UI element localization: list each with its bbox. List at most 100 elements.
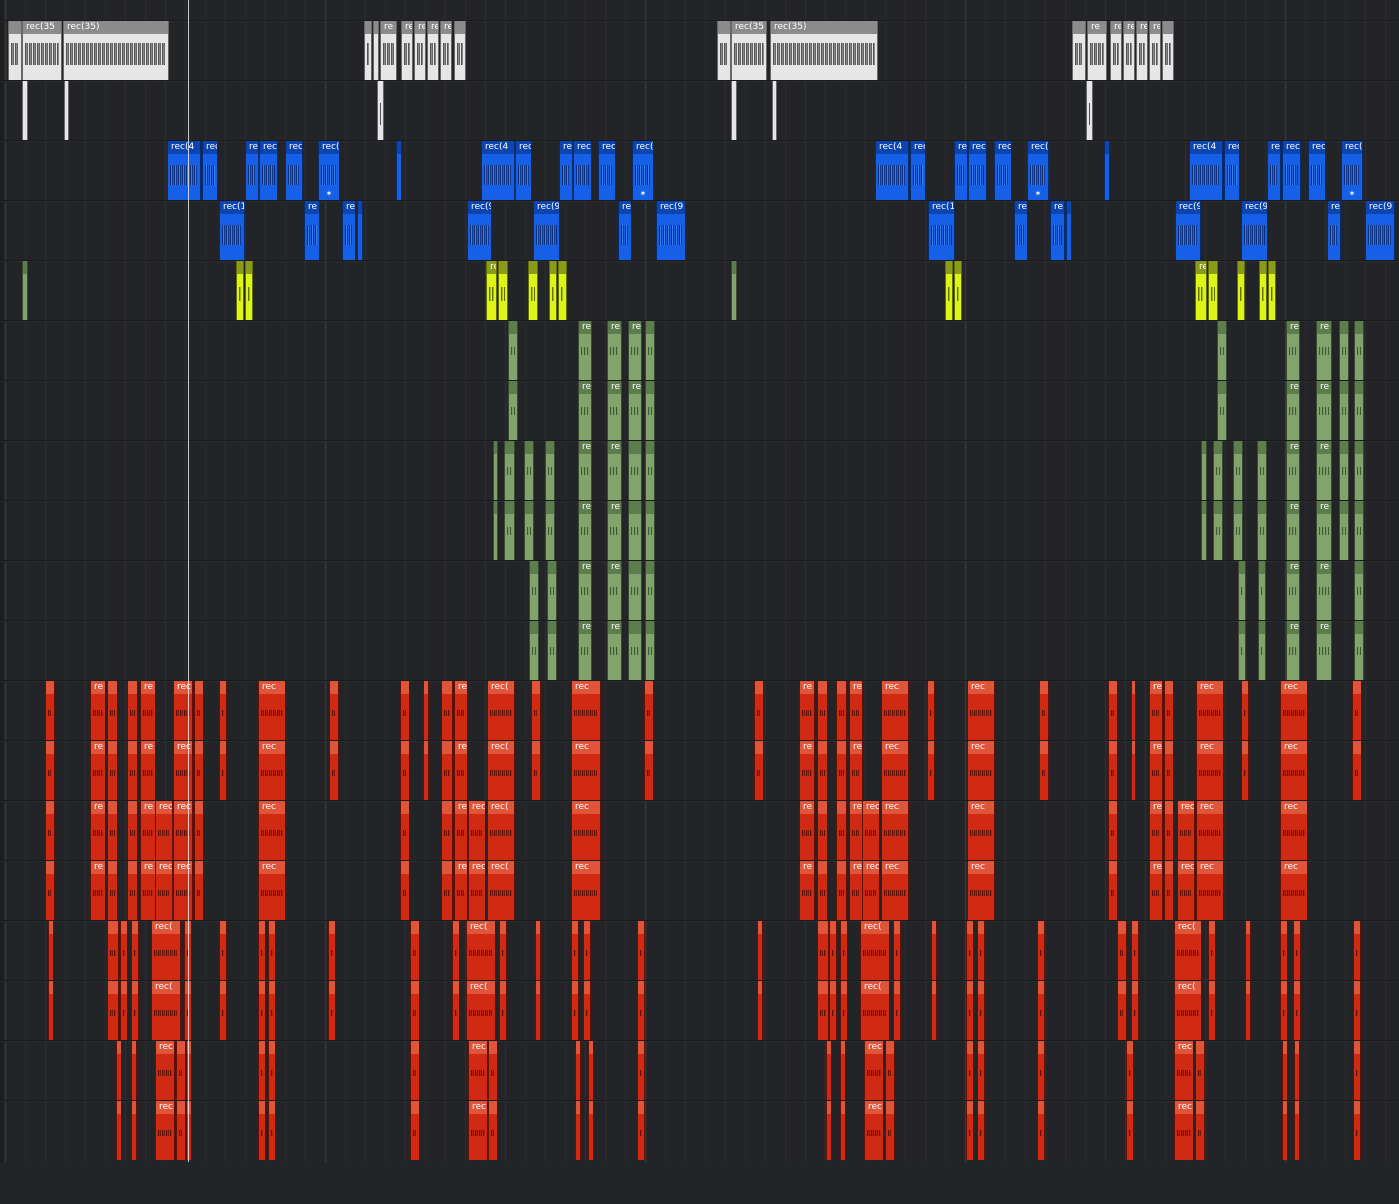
clip-header[interactable]: rec( <box>467 981 495 994</box>
clip-header[interactable] <box>645 681 653 694</box>
clip-header[interactable] <box>9 21 21 34</box>
blue-audio-clip[interactable]: re <box>245 141 259 200</box>
clip-header[interactable]: rec <box>203 141 217 154</box>
red-audio-clip[interactable] <box>1164 861 1174 920</box>
clip-header[interactable] <box>401 681 409 694</box>
red-audio-clip[interactable] <box>836 861 847 920</box>
clip-header[interactable] <box>894 921 900 934</box>
green-audio-clip[interactable]: re <box>578 501 592 560</box>
clip-header[interactable] <box>1038 1041 1044 1054</box>
red-audio-clip[interactable]: rec <box>468 1041 488 1100</box>
red-audio-clip[interactable] <box>1353 921 1361 980</box>
clip-header[interactable]: rec <box>969 141 986 154</box>
green-audio-clip[interactable] <box>628 621 642 680</box>
white-audio-clip[interactable] <box>1072 21 1086 80</box>
green-audio-clip[interactable] <box>493 441 498 500</box>
clip-header[interactable] <box>500 921 506 934</box>
yellow-audio-clip[interactable] <box>945 261 953 320</box>
clip-header[interactable] <box>505 441 514 454</box>
clip-header[interactable]: re <box>800 801 814 814</box>
clip-header[interactable] <box>1038 981 1044 994</box>
clip-header[interactable] <box>1242 741 1248 754</box>
clip-header[interactable] <box>536 921 540 934</box>
red-audio-clip[interactable] <box>268 1041 276 1100</box>
white-audio-clip[interactable] <box>64 81 69 140</box>
clip-header[interactable] <box>489 1041 497 1054</box>
clip-header[interactable] <box>638 981 644 994</box>
green-audio-clip[interactable]: re <box>1286 621 1300 680</box>
clip-header[interactable] <box>1239 561 1245 574</box>
clip-header[interactable] <box>195 681 203 694</box>
green-audio-clip[interactable] <box>545 501 555 560</box>
clip-header[interactable] <box>1132 741 1135 754</box>
clip-header[interactable] <box>830 921 836 934</box>
red-audio-clip[interactable] <box>927 741 935 800</box>
red-audio-clip[interactable]: rec <box>881 861 909 920</box>
clip-header[interactable] <box>559 261 566 274</box>
clip-header[interactable] <box>509 381 517 394</box>
clip-header[interactable]: re <box>1088 21 1106 34</box>
green-audio-clip[interactable] <box>504 441 515 500</box>
clip-header[interactable]: rec <box>1178 801 1194 814</box>
clip-header[interactable] <box>1109 741 1117 754</box>
red-audio-clip[interactable] <box>45 681 55 740</box>
clip-header[interactable]: re <box>141 741 155 754</box>
clip-header[interactable] <box>128 681 137 694</box>
green-audio-clip[interactable]: re <box>1316 321 1332 380</box>
red-audio-clip[interactable]: rec <box>155 801 173 860</box>
clip-header[interactable]: rec <box>156 801 172 814</box>
red-audio-clip[interactable]: re <box>1149 861 1163 920</box>
red-audio-clip[interactable]: rec <box>1174 1041 1194 1100</box>
red-audio-clip[interactable] <box>107 861 118 920</box>
red-audio-clip[interactable] <box>1131 741 1136 800</box>
red-audio-clip[interactable] <box>186 1041 192 1100</box>
blue-audio-clip[interactable]: rec <box>1308 141 1326 200</box>
clip-header[interactable] <box>827 1041 831 1054</box>
clip-header[interactable]: rec <box>260 141 277 154</box>
red-audio-clip[interactable] <box>1280 921 1288 980</box>
white-audio-clip[interactable] <box>364 21 372 80</box>
clip-header[interactable]: re <box>1268 141 1280 154</box>
clip-header[interactable] <box>46 741 54 754</box>
blue-audio-clip[interactable]: rec <box>994 141 1012 200</box>
clip-header[interactable]: rec <box>259 741 285 754</box>
red-audio-clip[interactable] <box>817 981 829 1040</box>
green-audio-clip[interactable] <box>529 561 539 620</box>
clip-header[interactable] <box>1040 741 1048 754</box>
red-audio-clip[interactable] <box>176 1101 186 1160</box>
red-audio-clip[interactable] <box>328 921 336 980</box>
clip-header[interactable] <box>550 261 556 274</box>
clip-header[interactable] <box>1340 501 1348 514</box>
clip-header[interactable] <box>259 981 265 994</box>
clip-header[interactable]: re <box>1150 801 1162 814</box>
blue-audio-clip[interactable]: rec(9 <box>467 201 492 260</box>
fx-icon[interactable]: ✶ <box>1034 189 1042 198</box>
red-audio-clip[interactable] <box>836 741 847 800</box>
clip-header[interactable]: re <box>1137 21 1147 34</box>
clip-header[interactable]: rec( <box>488 861 514 874</box>
clip-header[interactable] <box>638 921 644 934</box>
clip-header[interactable]: re <box>608 501 621 514</box>
blue-audio-clip[interactable]: rec(4 <box>167 141 201 200</box>
red-audio-clip[interactable]: re <box>140 741 156 800</box>
clip-header[interactable]: rec( <box>1175 981 1201 994</box>
clip-header[interactable] <box>718 21 730 34</box>
red-audio-clip[interactable] <box>583 921 591 980</box>
clip-header[interactable] <box>638 1101 644 1114</box>
clip-header[interactable] <box>1259 561 1265 574</box>
red-audio-clip[interactable] <box>194 741 204 800</box>
clip-header[interactable] <box>1242 681 1248 694</box>
red-audio-clip[interactable]: rec <box>173 681 193 740</box>
clip-header[interactable] <box>978 1041 984 1054</box>
green-audio-clip[interactable] <box>504 501 515 560</box>
red-audio-clip[interactable]: re <box>90 681 106 740</box>
green-audio-clip[interactable] <box>628 561 642 620</box>
red-audio-clip[interactable]: rec <box>1280 801 1308 860</box>
green-audio-clip[interactable] <box>1354 621 1364 680</box>
white-audio-clip[interactable]: re <box>401 21 413 80</box>
red-audio-clip[interactable] <box>127 741 138 800</box>
clip-header[interactable] <box>108 921 118 934</box>
clip-header[interactable]: re <box>850 801 862 814</box>
green-audio-clip[interactable]: re <box>607 441 622 500</box>
clip-header[interactable]: rec <box>968 801 994 814</box>
